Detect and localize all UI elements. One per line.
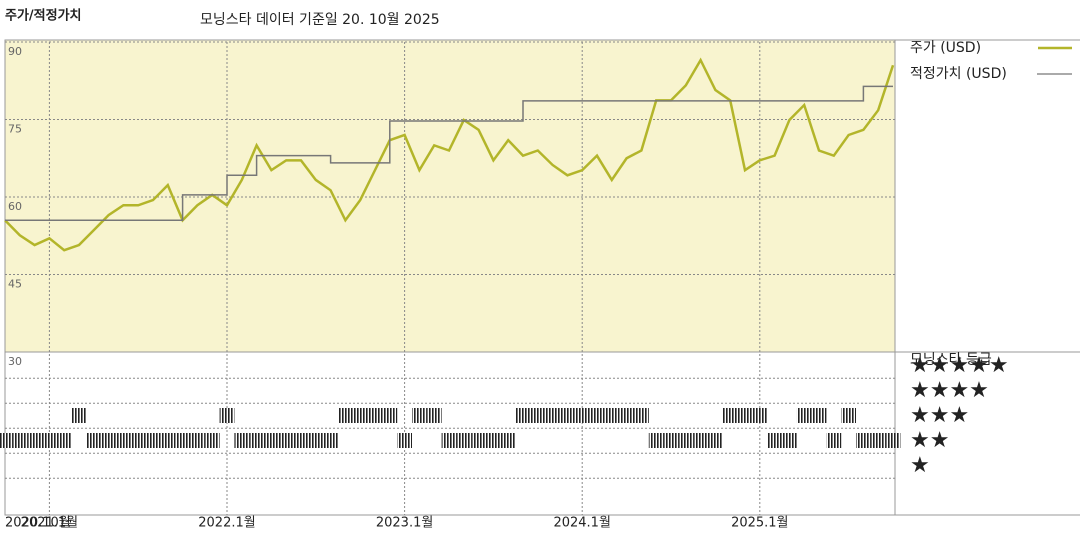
- rating-bar: [101, 433, 116, 448]
- rating-bar: [397, 433, 412, 448]
- rating-bar: [367, 408, 383, 423]
- rating-bar: [234, 433, 250, 448]
- rating-bar: [190, 433, 205, 448]
- rating-bar: [249, 433, 264, 448]
- rating-bar: [560, 408, 575, 423]
- series-line: [4, 57, 895, 252]
- rating-bar: [12, 433, 28, 448]
- rating-bar: [796, 408, 812, 423]
- rating-bar: [634, 408, 649, 423]
- rating-bar: [530, 408, 546, 423]
- rating-bar: [589, 408, 605, 423]
- rating-bar: [693, 433, 708, 448]
- rating-bar: [441, 433, 457, 448]
- rating-bar: [767, 433, 782, 448]
- rating-bar: [782, 433, 797, 448]
- rating-bar: [412, 408, 427, 423]
- rating-label: ★★★: [910, 403, 969, 428]
- rating-bar: [604, 408, 620, 423]
- rating-bar: [160, 433, 176, 448]
- rating-label: ★★★★★: [910, 353, 1009, 378]
- x-tick-label: 2022.1월: [198, 516, 255, 531]
- y-tick-label: 90: [8, 45, 22, 58]
- rating-bar: [870, 433, 886, 448]
- x-tick-label: 2025.1월: [731, 516, 788, 531]
- rating-bar: [71, 408, 87, 423]
- rating-bar: [308, 433, 324, 448]
- rating-bar: [619, 408, 634, 423]
- rating-bar: [27, 433, 42, 448]
- y-tick-label: 45: [8, 278, 22, 291]
- rating-bar: [352, 408, 368, 423]
- rating-bar: [456, 433, 472, 448]
- rating-title: 모닝스타 등급: [910, 352, 992, 368]
- legend-label: 주가 (USD): [910, 40, 981, 56]
- rating-bar: [500, 433, 516, 448]
- rating-bar: [338, 408, 353, 423]
- rating-bar: [264, 433, 279, 448]
- rating-bar: [811, 408, 827, 423]
- x-tick-label: 2024.1월: [553, 516, 610, 531]
- rating-bar: [382, 408, 398, 423]
- rating-bar: [278, 433, 294, 448]
- rating-bar: [293, 433, 309, 448]
- rating-bar: [841, 408, 856, 423]
- x-tick-label: 2021.1월: [21, 516, 78, 531]
- rating-bar: [648, 433, 664, 448]
- rating-bar: [86, 433, 102, 448]
- rating-bar: [219, 408, 235, 423]
- rating-bar: [204, 433, 220, 448]
- price-panel: [4, 39, 896, 353]
- rating-label: ★★: [910, 428, 949, 453]
- rating-bar: [130, 433, 146, 448]
- rating-bar: [0, 433, 13, 448]
- rating-bar: [175, 433, 190, 448]
- rating-bar: [426, 408, 442, 423]
- rating-bar: [515, 408, 531, 423]
- series-line: [5, 85, 893, 221]
- rating-label: ★: [910, 453, 930, 478]
- rating-bar: [545, 408, 560, 423]
- y-tick-label: 75: [8, 123, 22, 136]
- rating-label: ★★★★: [910, 378, 989, 403]
- rating-bar: [737, 408, 753, 423]
- rating-bar: [722, 408, 738, 423]
- rating-bar: [42, 433, 57, 448]
- rating-bar: [56, 433, 72, 448]
- rating-bar: [708, 433, 723, 448]
- rating-bar: [678, 433, 694, 448]
- rating-bar: [323, 433, 338, 448]
- rating-bar: [471, 433, 486, 448]
- chart-title: 주가/적정가치: [5, 8, 82, 24]
- rating-bar: [856, 433, 871, 448]
- rating-bar: [826, 433, 842, 448]
- y-tick-label: 60: [8, 200, 22, 213]
- rating-bar: [486, 433, 501, 448]
- rating-bar: [574, 408, 590, 423]
- x-tick-label: 2023.1월: [376, 516, 433, 531]
- rating-bar: [752, 408, 768, 423]
- rating-bar: [145, 433, 161, 448]
- x-tick-label: 2020.10월: [5, 516, 71, 531]
- legend-label: 적정가치 (USD): [910, 66, 1007, 82]
- y-tick-label: 30: [8, 355, 22, 368]
- rating-bar: [663, 433, 679, 448]
- rating-bar: [116, 433, 131, 448]
- rating-bar: [885, 433, 901, 448]
- chart-subtitle: 모닝스타 데이터 기준일 20. 10월 2025: [200, 12, 440, 28]
